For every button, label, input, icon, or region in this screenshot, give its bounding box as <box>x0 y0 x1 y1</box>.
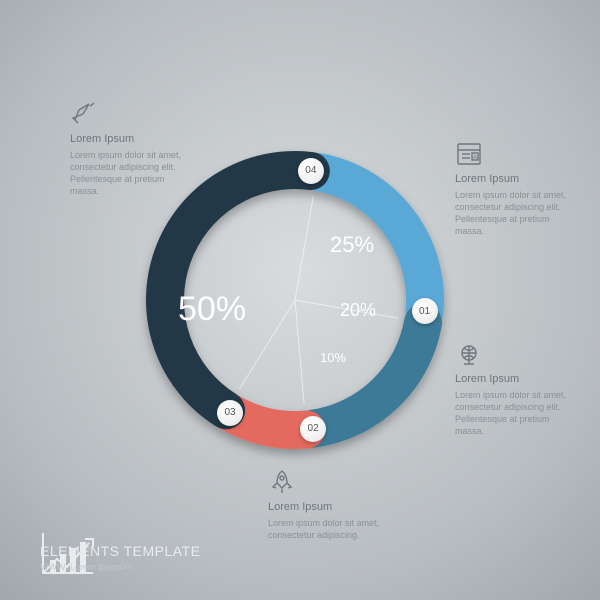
block-body: Lorem ipsum dolor sit amet, consectetur … <box>455 389 575 438</box>
block-title: Lorem Ipsum <box>455 172 575 187</box>
info-block-b1: A Lorem Ipsum Lorem ipsum dolor sit amet, … <box>455 140 575 237</box>
block-body: Lorem ipsum dolor sit amet, consectetur … <box>455 189 575 238</box>
footer: ELEMENTS TEMPLATE WWW. Lorem ipsum>> <box>40 543 200 572</box>
globe-icon <box>455 340 575 368</box>
block-title: Lorem Ipsum <box>455 372 575 387</box>
badge-01: 01 <box>412 298 438 324</box>
pct-label-3: 50% <box>178 290 246 329</box>
block-body: Lorem ipsum dolor sit amet, consectetur … <box>268 517 388 541</box>
info-block-b2: Lorem Ipsum Lorem ipsum dolor sit amet, c… <box>455 340 575 437</box>
pen-icon <box>70 100 190 128</box>
info-block-b3: Lorem Ipsum Lorem ipsum dolor sit amet, c… <box>268 468 388 541</box>
pct-label-0: 25% <box>330 232 374 258</box>
block-title: Lorem Ipsum <box>268 500 388 515</box>
footer-title: ELEMENTS TEMPLATE <box>40 543 200 559</box>
rocket-icon <box>268 468 388 496</box>
block-title: Lorem Ipsum <box>70 132 190 147</box>
badge-03: 03 <box>217 400 243 426</box>
block-body: Lorem ipsum dolor sit amet, consectetur … <box>70 149 190 198</box>
svg-text:A: A <box>473 155 477 161</box>
pct-label-2: 10% <box>320 350 346 365</box>
footer-url: WWW. Lorem ipsum>> <box>40 562 200 572</box>
badge-04: 04 <box>298 158 324 184</box>
badge-02: 02 <box>300 416 326 442</box>
infographic-stage: 25%20%10%50% 01020304 ALorem IpsumLorem … <box>0 0 600 600</box>
info-block-b4: Lorem Ipsum Lorem ipsum dolor sit amet, c… <box>70 100 190 197</box>
ring-segment-seg2 <box>313 323 423 429</box>
browser-icon: A <box>455 140 575 168</box>
pct-label-1: 20% <box>340 300 376 321</box>
